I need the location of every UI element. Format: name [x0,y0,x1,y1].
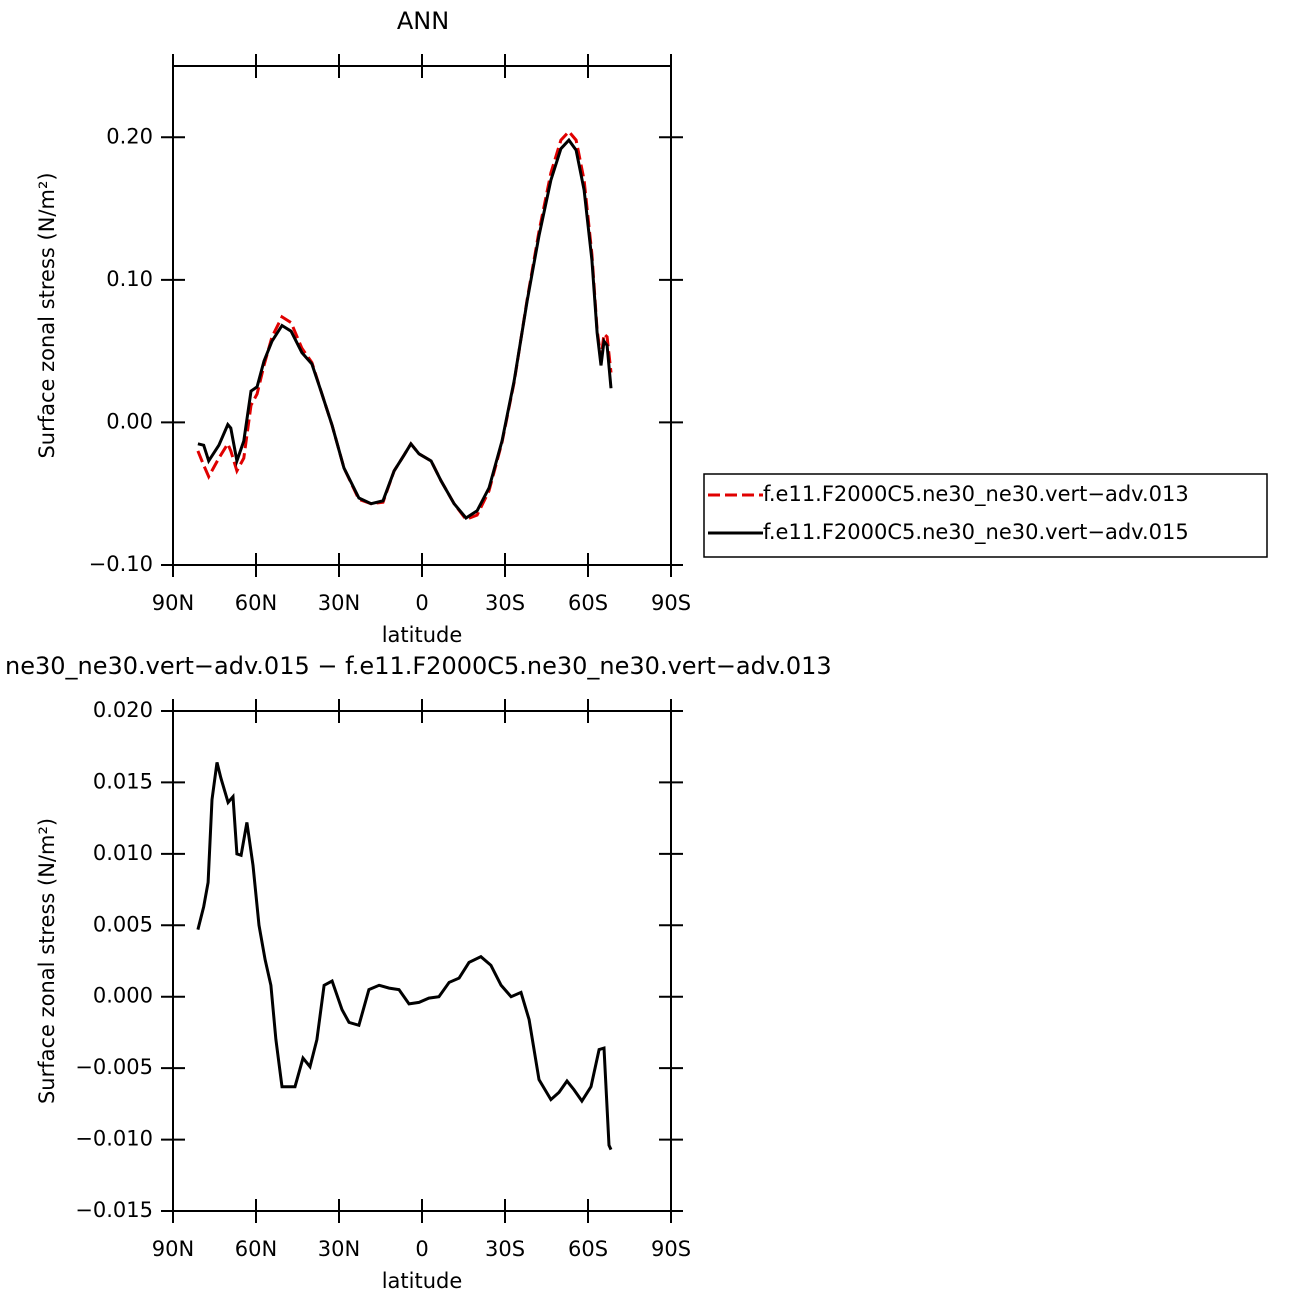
series-line [197,137,613,520]
y-tick-label: −0.010 [75,1127,153,1151]
x-tick-label: 60N [235,1237,277,1261]
y-axis-label: Surface zonal stress (N/m²) [35,172,59,458]
x-tick-label: 90S [651,1237,691,1261]
y-tick-label: 0.000 [93,984,153,1008]
x-tick-label: 90N [152,591,194,615]
y-tick-label: −0.015 [75,1198,153,1222]
x-tick-label: 60N [235,591,277,615]
y-tick-label: 0.005 [93,912,153,936]
x-tick-label: 30S [485,1237,525,1261]
y-tick-label: −0.005 [75,1055,153,1079]
x-axis-label: latitude [382,1269,463,1293]
x-axis-label: latitude [382,623,463,647]
y-tick-label: 0.010 [93,841,153,865]
y-axis-label: Surface zonal stress (N/m²) [35,818,59,1104]
x-tick-label: 90S [651,591,691,615]
legend-label: f.e11.F2000C5.ne30_ne30.vert−adv.015 [763,520,1189,545]
x-tick-label: 60S [568,1237,608,1261]
x-tick-label: 30N [318,1237,360,1261]
chart-title: ne30_ne30.vert−adv.015 − f.e11.F2000C5.n… [5,652,832,680]
y-tick-label: 0.20 [106,124,153,148]
legend-label: f.e11.F2000C5.ne30_ne30.vert−adv.013 [763,482,1189,507]
y-tick-label: −0.10 [89,552,153,576]
x-tick-label: 60S [568,591,608,615]
x-tick-label: 0 [415,1237,428,1261]
series-line [196,762,613,1151]
plot-frame [172,710,672,1212]
x-tick-label: 90N [152,1237,194,1261]
y-tick-label: 0.00 [106,409,153,433]
y-tick-label: 0.015 [93,769,153,793]
y-tick-label: 0.020 [93,698,153,722]
y-tick-label: 0.10 [106,267,153,291]
x-tick-label: 30N [318,591,360,615]
x-tick-label: 30S [485,591,525,615]
legend-box [703,473,1268,558]
chart-title: ANN [397,7,449,35]
x-tick-label: 0 [415,591,428,615]
